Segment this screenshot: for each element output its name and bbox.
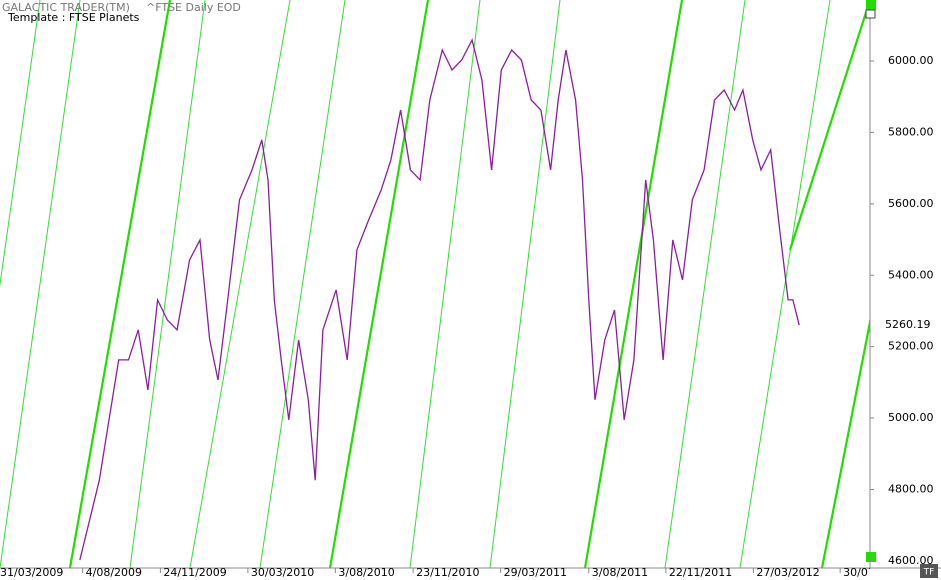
planet-line	[489, 0, 561, 568]
planet-line	[0, 0, 41, 288]
planet-line	[68, 0, 172, 568]
tf-button[interactable]	[920, 564, 938, 578]
y-tick-label: 4800.00	[888, 482, 934, 495]
header: GALACTIC TRADER(TM)	[2, 1, 130, 14]
x-tick-label: 27/03/2012	[756, 566, 819, 579]
planet-line	[189, 0, 291, 568]
subtitle: ^FTSE Daily EOD	[146, 1, 241, 14]
last-value-label: 5260.19	[885, 318, 931, 331]
y-tick-label: 5200.00	[888, 340, 934, 353]
y-tick-label: 4600.00	[888, 554, 934, 567]
planet-line	[788, 0, 870, 251]
marker	[866, 552, 876, 562]
chart-title: Template : FTSE Planets	[7, 11, 140, 24]
y-tick-label: 5000.00	[888, 411, 934, 424]
planet-line	[583, 0, 684, 568]
planet-line	[328, 0, 430, 568]
planet-line	[739, 0, 831, 568]
x-tick-label: 22/11/2011	[669, 566, 732, 579]
planet-line	[0, 0, 81, 568]
marker	[866, 0, 876, 10]
y-tick-label: 5800.00	[888, 125, 934, 138]
planet-line	[259, 0, 346, 568]
x-tick-label: 3/08/2011	[592, 566, 648, 579]
planet-line	[664, 0, 746, 568]
marker	[865, 9, 876, 19]
x-axis: 31/03/2009 4/08/2009 24/11/2009 30/03/2010 3…	[0, 566, 906, 579]
x-tick-label: 30/07/2012	[843, 566, 906, 579]
planet-line	[820, 316, 870, 568]
planet-line	[129, 0, 206, 568]
tf-label: TF	[923, 568, 935, 578]
planet-lines	[0, 0, 870, 568]
x-tick-label: 24/11/2009	[163, 566, 226, 579]
x-tick-label: 31/03/2009	[0, 566, 63, 579]
y-tick-label: 6000.00	[888, 54, 934, 67]
y-tick-label: 5400.00	[888, 268, 934, 281]
x-tick-label: 29/03/2011	[504, 566, 567, 579]
x-tick-label: 23/11/2010	[416, 566, 479, 579]
price-line	[79, 38, 800, 561]
x-tick-label: 3/08/2010	[338, 566, 394, 579]
x-tick-label: 30/03/2010	[251, 566, 314, 579]
y-tick-label: 5600.00	[888, 197, 934, 210]
x-tick-label: 4/08/2009	[86, 566, 142, 579]
planet-line	[409, 0, 481, 568]
